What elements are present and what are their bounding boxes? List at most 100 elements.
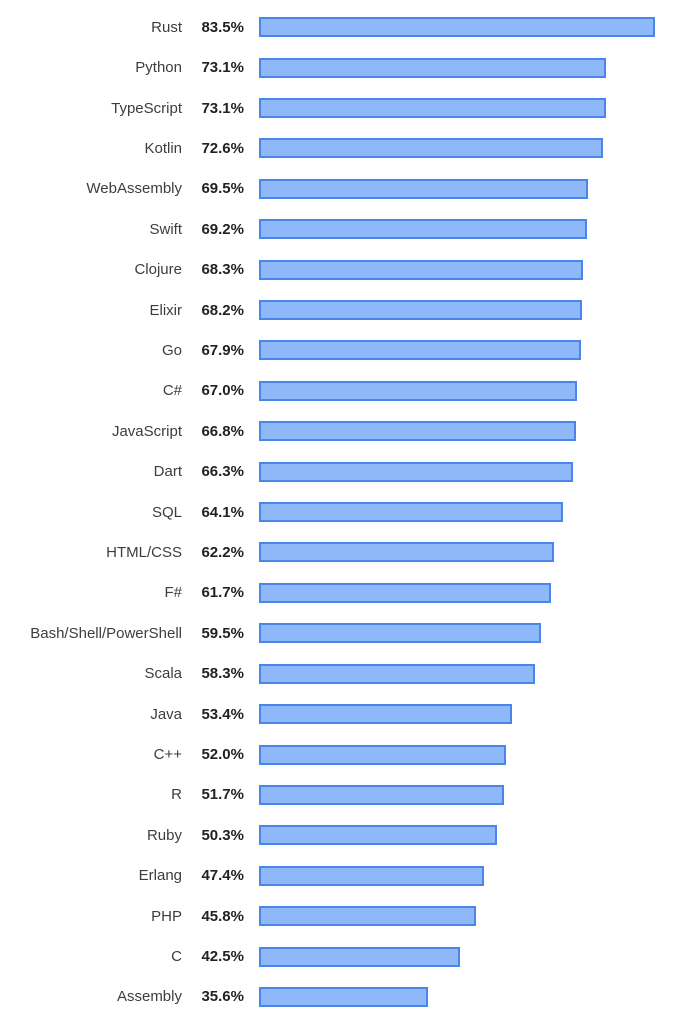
value-label: 47.4% [201, 867, 244, 885]
value-label: 68.3% [201, 261, 244, 279]
category-label: R [171, 786, 182, 804]
category-label: Swift [149, 220, 182, 238]
bar-track [259, 502, 679, 523]
bar [259, 219, 588, 240]
category-label: F# [164, 584, 182, 602]
bar-track [259, 623, 679, 644]
category-label: JavaScript [111, 422, 182, 440]
bar [259, 744, 506, 765]
bar [259, 259, 583, 280]
bar-track [259, 340, 679, 361]
chart-row: WebAssembly 69.5% [0, 169, 679, 209]
bar [259, 704, 513, 725]
value-label: 51.7% [201, 786, 244, 804]
value-label: 69.5% [201, 180, 244, 198]
bar-track [259, 178, 679, 199]
bar [259, 138, 604, 159]
bar-track [259, 704, 679, 725]
bar [259, 582, 552, 603]
category-label: C++ [153, 746, 182, 764]
category-label: Python [135, 59, 182, 77]
bar-track [259, 300, 679, 321]
bar [259, 542, 554, 563]
chart-row: SQL 64.1% [0, 492, 679, 532]
value-label: 61.7% [201, 584, 244, 602]
bar-track [259, 582, 679, 603]
category-label: Ruby [146, 826, 182, 844]
bar-track [259, 663, 679, 684]
bar [259, 906, 477, 927]
chart-row: HTML/CSS 62.2% [0, 532, 679, 572]
category-label: PHP [151, 907, 182, 925]
chart-row: Erlang 47.4% [0, 856, 679, 896]
category-label: Elixir [149, 301, 183, 319]
chart-row: JavaScript 66.8% [0, 411, 679, 451]
chart-row: C++ 52.0% [0, 734, 679, 774]
category-label: C# [162, 382, 182, 400]
value-label: 64.1% [201, 503, 244, 521]
bar [259, 502, 563, 523]
value-label: 42.5% [201, 948, 244, 966]
bar [259, 340, 581, 361]
category-label: C [171, 948, 182, 966]
chart-row: R 51.7% [0, 775, 679, 815]
value-label: 62.2% [201, 543, 244, 561]
category-label: Scala [144, 665, 182, 683]
bar [259, 784, 505, 805]
category-label: Assembly [116, 988, 182, 1006]
category-label: Kotlin [144, 139, 182, 157]
category-label: Rust [151, 18, 182, 36]
bar-track [259, 421, 679, 442]
chart-row: Go 67.9% [0, 330, 679, 370]
bar-track [259, 17, 679, 38]
bar [259, 178, 589, 199]
chart-row: TypeScript 73.1% [0, 88, 679, 128]
chart-row: Kotlin 72.6% [0, 128, 679, 168]
category-label: HTML/CSS [106, 543, 182, 561]
chart-row: C 42.5% [0, 936, 679, 976]
category-label: Java [150, 705, 182, 723]
bar-track [259, 219, 679, 240]
category-label: Dart [153, 463, 182, 481]
value-label: 72.6% [201, 139, 244, 157]
bar [259, 17, 655, 38]
chart-row: F# 61.7% [0, 573, 679, 613]
bar-track [259, 946, 679, 967]
bar-track [259, 98, 679, 119]
bar-track [259, 906, 679, 927]
bar [259, 865, 484, 886]
chart-row: Bash/Shell/PowerShell 59.5% [0, 613, 679, 653]
chart-row: Swift 69.2% [0, 209, 679, 249]
category-label: TypeScript [111, 99, 182, 117]
category-label: Clojure [134, 261, 182, 279]
value-label: 35.6% [201, 988, 244, 1006]
bar-track [259, 380, 679, 401]
category-label: Erlang [138, 867, 182, 885]
bar-track [259, 825, 679, 846]
chart-row: Dart 66.3% [0, 451, 679, 491]
bar [259, 623, 542, 644]
value-label: 45.8% [201, 907, 244, 925]
bar-track [259, 784, 679, 805]
bar-track [259, 744, 679, 765]
value-label: 73.1% [201, 59, 244, 77]
chart-row: C# 67.0% [0, 371, 679, 411]
bar [259, 825, 498, 846]
bar [259, 300, 583, 321]
bar-track [259, 542, 679, 563]
chart-row: PHP 45.8% [0, 896, 679, 936]
value-label: 68.2% [201, 301, 244, 319]
bar [259, 946, 461, 967]
chart-row: Assembly 35.6% [0, 977, 679, 1017]
chart-row: Elixir 68.2% [0, 290, 679, 330]
value-label: 59.5% [201, 624, 244, 642]
chart-row: Python 73.1% [0, 47, 679, 87]
chart-row: Rust 83.5% [0, 7, 679, 47]
value-label: 69.2% [201, 220, 244, 238]
category-label: Go [161, 341, 182, 359]
category-label: Bash/Shell/PowerShell [30, 624, 182, 642]
bar [259, 57, 606, 78]
value-label: 83.5% [201, 18, 244, 36]
bar-track [259, 865, 679, 886]
